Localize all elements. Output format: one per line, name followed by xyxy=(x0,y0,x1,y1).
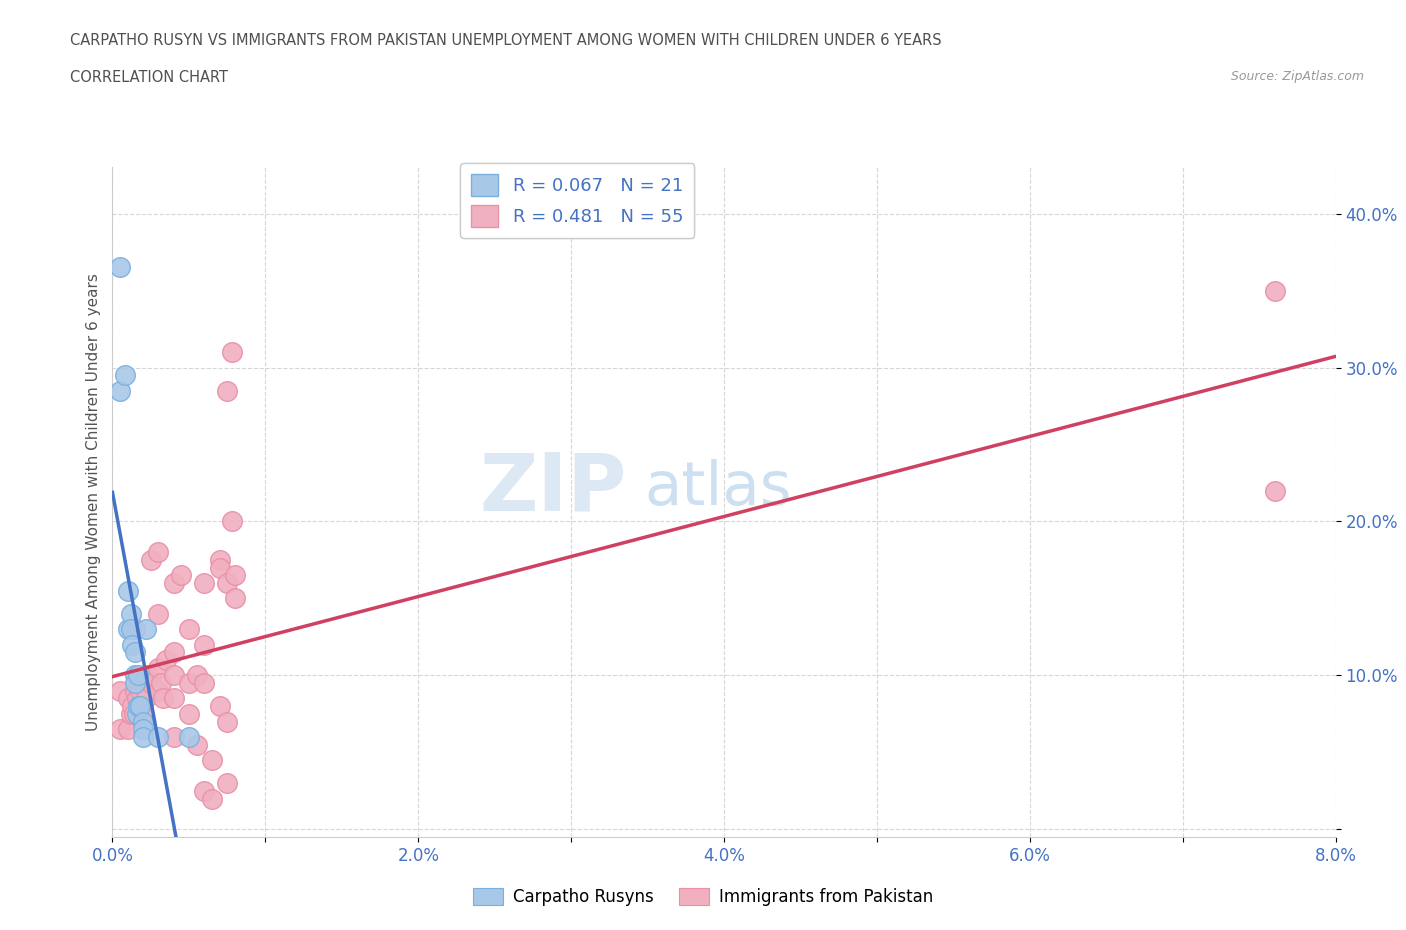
Point xyxy=(121,698,143,713)
Point xyxy=(152,691,174,706)
Point xyxy=(224,591,246,605)
Point xyxy=(148,684,170,698)
Point xyxy=(129,698,152,713)
Point xyxy=(1264,283,1286,298)
Point xyxy=(124,622,146,637)
Point xyxy=(224,568,246,583)
Point xyxy=(117,691,139,706)
Point xyxy=(201,752,224,767)
Point xyxy=(127,668,149,683)
Point xyxy=(170,568,193,583)
Legend: Carpatho Rusyns, Immigrants from Pakistan: Carpatho Rusyns, Immigrants from Pakista… xyxy=(467,881,939,912)
Point xyxy=(114,367,136,382)
Point xyxy=(120,606,142,621)
Point xyxy=(177,729,200,744)
Point xyxy=(122,707,145,722)
Legend: R = 0.067   N = 21, R = 0.481   N = 55: R = 0.067 N = 21, R = 0.481 N = 55 xyxy=(460,163,695,238)
Point xyxy=(108,383,131,398)
Point xyxy=(125,691,148,706)
Point xyxy=(136,668,159,683)
Point xyxy=(193,675,215,690)
Point xyxy=(193,576,215,591)
Point xyxy=(132,707,155,722)
Point xyxy=(208,560,231,575)
Point xyxy=(117,583,139,598)
Y-axis label: Unemployment Among Women with Children Under 6 years: Unemployment Among Women with Children U… xyxy=(86,273,101,731)
Point xyxy=(120,622,142,637)
Point xyxy=(163,691,186,706)
Point xyxy=(135,691,157,706)
Point xyxy=(108,684,131,698)
Point xyxy=(121,637,143,652)
Point xyxy=(132,675,155,690)
Point xyxy=(177,707,200,722)
Point xyxy=(108,260,131,275)
Point xyxy=(186,737,208,752)
Point xyxy=(221,514,243,529)
Point xyxy=(163,668,186,683)
Point xyxy=(148,660,170,675)
Point xyxy=(132,729,155,744)
Point xyxy=(124,684,146,698)
Point xyxy=(132,714,155,729)
Point xyxy=(117,722,139,737)
Point xyxy=(193,637,215,652)
Text: ZIP: ZIP xyxy=(479,450,626,528)
Text: CARPATHO RUSYN VS IMMIGRANTS FROM PAKISTAN UNEMPLOYMENT AMONG WOMEN WITH CHILDRE: CARPATHO RUSYN VS IMMIGRANTS FROM PAKIST… xyxy=(70,33,942,47)
Point xyxy=(177,622,200,637)
Point xyxy=(163,729,186,744)
Point xyxy=(148,606,170,621)
Point xyxy=(186,668,208,683)
Point xyxy=(148,545,170,560)
Point xyxy=(135,622,157,637)
Point xyxy=(193,783,215,798)
Point xyxy=(155,653,177,668)
Point xyxy=(117,622,139,637)
Point xyxy=(124,668,146,683)
Point xyxy=(163,644,186,659)
Point xyxy=(120,707,142,722)
Point xyxy=(127,698,149,713)
Point xyxy=(139,675,162,690)
Point xyxy=(124,675,146,690)
Point xyxy=(150,675,173,690)
Point xyxy=(127,675,149,690)
Point xyxy=(124,644,146,659)
Text: atlas: atlas xyxy=(644,459,792,518)
Point xyxy=(129,684,152,698)
Point xyxy=(132,722,155,737)
Point xyxy=(221,345,243,360)
Point xyxy=(163,576,186,591)
Point xyxy=(217,714,239,729)
Point xyxy=(208,698,231,713)
Point xyxy=(1264,484,1286,498)
Point xyxy=(108,722,131,737)
Point xyxy=(177,675,200,690)
Point xyxy=(125,707,148,722)
Text: CORRELATION CHART: CORRELATION CHART xyxy=(70,70,228,85)
Point xyxy=(201,791,224,806)
Point xyxy=(217,576,239,591)
Point xyxy=(208,552,231,567)
Point xyxy=(217,776,239,790)
Text: Source: ZipAtlas.com: Source: ZipAtlas.com xyxy=(1230,70,1364,83)
Point xyxy=(217,383,239,398)
Point xyxy=(139,552,162,567)
Point xyxy=(148,729,170,744)
